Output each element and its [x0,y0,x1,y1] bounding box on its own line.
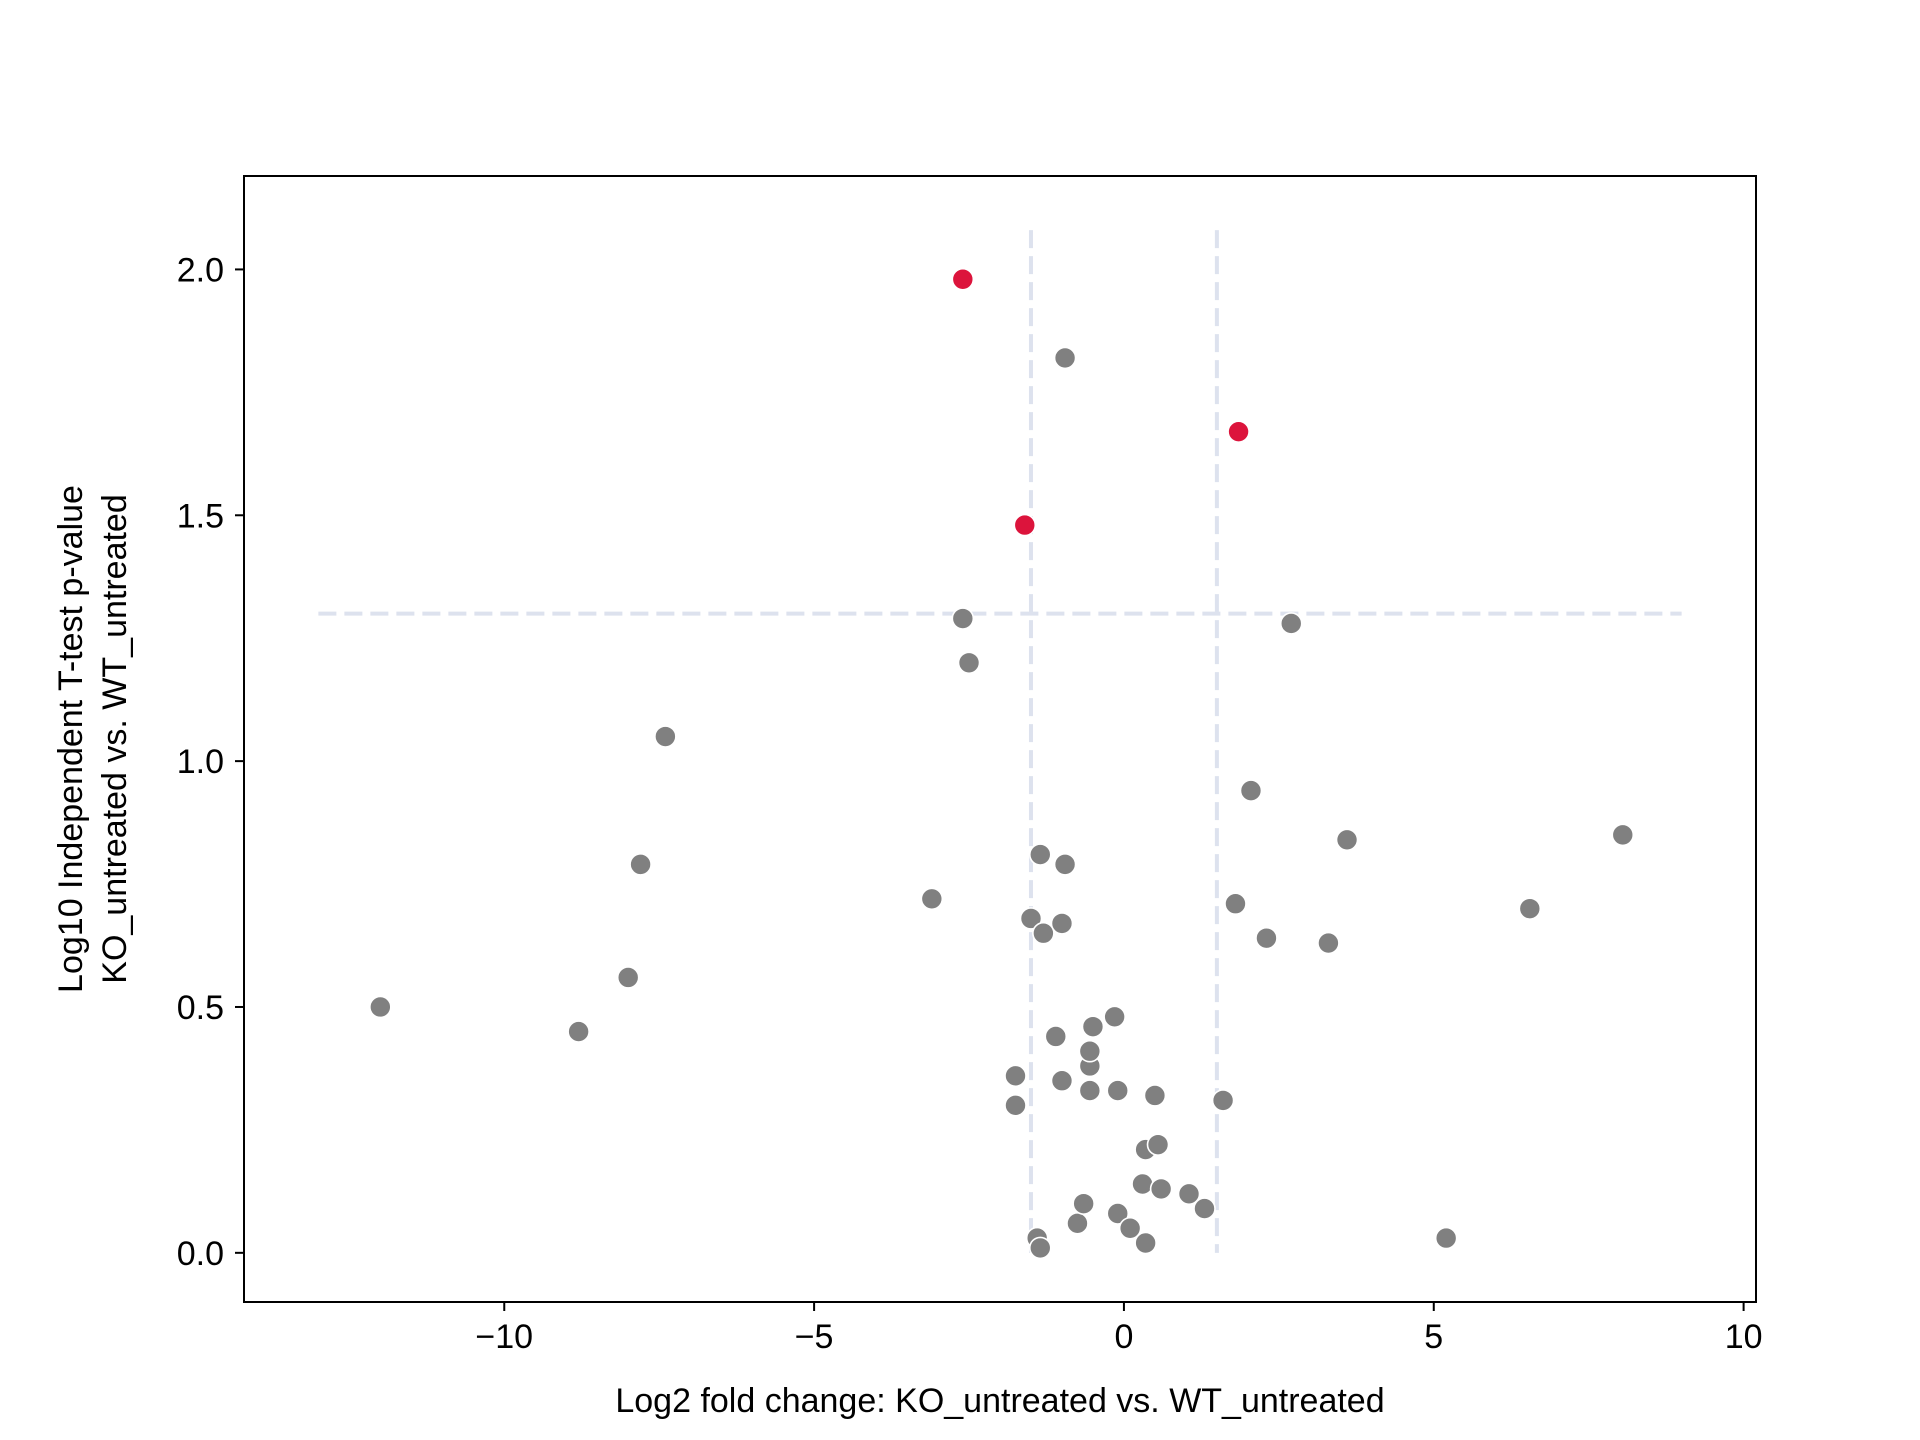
significant-data-point [951,267,975,291]
data-point [1611,823,1635,847]
data-point [1019,907,1043,930]
data-point [1053,346,1077,370]
y-axis-label-line-2: KO_untreated vs. WT_untreated [96,494,134,983]
x-axis-label: Log2 fold change: KO_untreated vs. WT_un… [615,1382,1384,1420]
data-point [957,651,981,675]
data-point [1050,912,1074,935]
data-point [1224,892,1247,916]
x-tick-label: −5 [795,1318,834,1356]
data-point [951,607,975,630]
data-point [1053,853,1077,876]
data-point [1134,1231,1157,1255]
data-point [1072,1192,1095,1215]
data-point [1066,1212,1089,1235]
data-point [629,853,652,876]
data-points [369,267,1635,1260]
data-point [1028,843,1052,866]
data-point [1106,1079,1130,1102]
data-point [1239,779,1263,802]
y-tick-label: 1.0 [177,743,224,781]
data-point [1143,1084,1167,1107]
data-point [1078,1039,1102,1063]
plot-area-frame [243,175,1757,1303]
data-point [1255,926,1278,950]
x-tick-label: 10 [1725,1318,1763,1356]
data-point [369,995,392,1019]
y-axis-ticks: 0.0 0.5 1.0 1.5 2.0 [177,251,244,1273]
data-point [1103,1005,1126,1029]
data-point [1149,1177,1173,1201]
y-tick-label: 0.0 [177,1235,224,1273]
data-point [1146,1133,1170,1156]
data-point [1131,1172,1154,1196]
data-point [1434,1226,1458,1250]
data-point [1004,1064,1027,1088]
data-point [1004,1094,1027,1117]
y-axis-label-line-1: Log10 Independent T-test p-value [52,485,90,993]
x-tick-label: 5 [1424,1318,1443,1356]
x-axis-ticks: −10 −5 0 5 10 [475,1302,1763,1356]
data-point [1279,612,1303,635]
y-tick-label: 1.5 [177,497,224,535]
data-point [1193,1197,1216,1220]
data-point [920,887,944,911]
significant-data-point [1013,513,1037,537]
data-point [1177,1182,1201,1206]
data-point [1335,828,1359,852]
data-point [1211,1089,1235,1112]
data-point [654,725,677,748]
data-point [1078,1079,1102,1102]
y-tick-label: 2.0 [177,251,224,289]
data-point [1028,1236,1052,1260]
y-tick-label: 0.5 [177,989,224,1027]
data-point [1081,1015,1105,1038]
data-point [567,1020,590,1043]
data-point [616,966,640,989]
data-point [1118,1216,1142,1240]
data-point [1044,1025,1068,1048]
threshold-lines [318,230,1682,1253]
data-point [1518,897,1542,920]
data-point [1050,1069,1074,1093]
data-point [1317,931,1340,955]
data-point [1106,1202,1130,1225]
x-tick-label: −10 [475,1318,533,1356]
x-tick-label: 0 [1114,1318,1133,1356]
significant-data-point [1227,420,1250,443]
data-point [1032,921,1055,945]
